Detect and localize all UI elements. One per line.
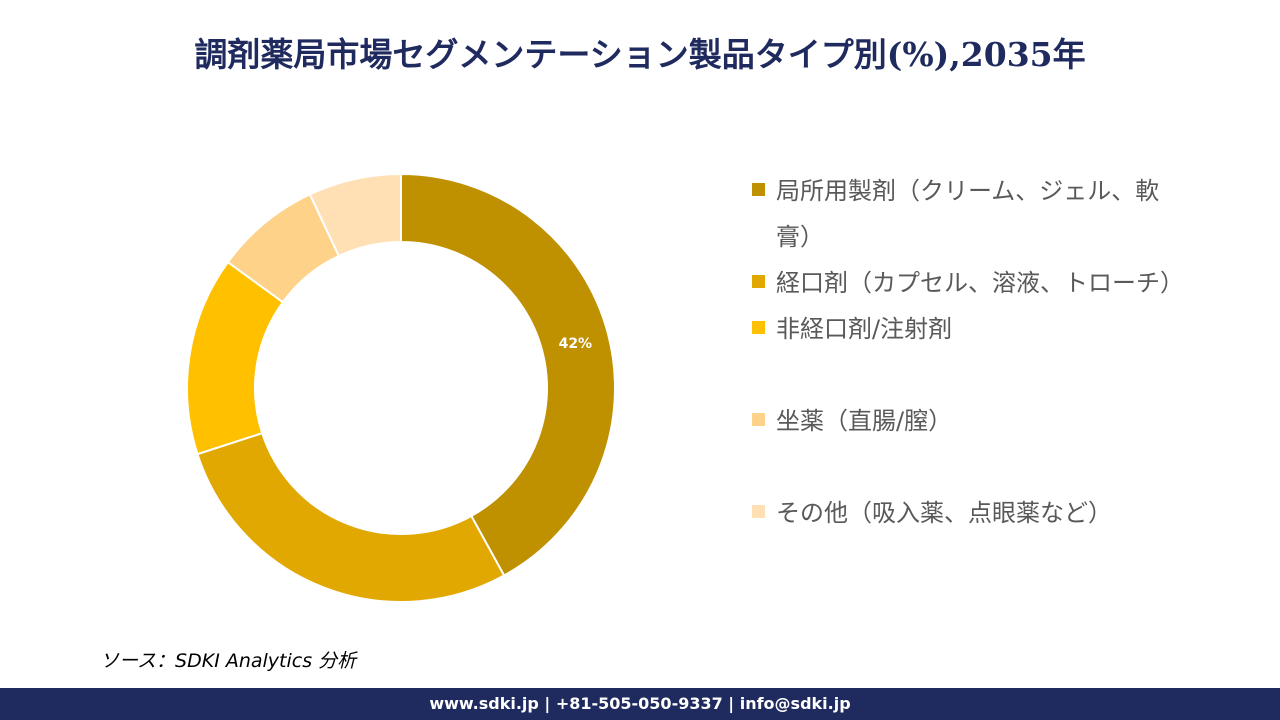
legend-swatch [752, 183, 765, 196]
legend-item: 坐薬（直腸/膣） [752, 398, 1182, 444]
donut-slice [400, 172, 616, 577]
legend-item: その他（吸入薬、点眼薬など） [752, 490, 1182, 536]
legend-label: 局所用製剤（クリーム、ジェル、軟膏） [776, 177, 1160, 251]
source-note: ソース：SDKI Analytics 分析 [100, 650, 357, 672]
donut-slice [196, 431, 506, 603]
legend-swatch [752, 321, 765, 334]
footer-contact: www.sdki.jp | +81-505-050-9337 | info@sd… [0, 688, 1280, 720]
legend-label: その他（吸入薬、点眼薬など） [776, 499, 1112, 527]
legend-label: 非経口剤/注射剤 [776, 315, 953, 343]
legend-item: 非経口剤/注射剤 [752, 306, 1182, 352]
legend-swatch [752, 505, 765, 518]
donut-slice [308, 172, 402, 258]
legend-item: 局所用製剤（クリーム、ジェル、軟膏） [752, 168, 1182, 260]
legend-swatch [752, 413, 765, 426]
data-label: 42% [559, 336, 593, 352]
legend: 局所用製剤（クリーム、ジェル、軟膏） 経口剤（カプセル、溶液、トローチ） 非経口剤/… [752, 168, 1184, 536]
legend-item: 経口剤（カプセル、溶液、トローチ） [752, 260, 1184, 306]
legend-label: 経口剤（カプセル、溶液、トローチ） [776, 269, 1184, 297]
chart-title: 調剤薬局市場セグメンテーション製品タイプ別(%),2035年 [194, 35, 1086, 74]
legend-swatch [752, 275, 765, 288]
legend-label: 坐薬（直腸/膣） [776, 407, 953, 435]
